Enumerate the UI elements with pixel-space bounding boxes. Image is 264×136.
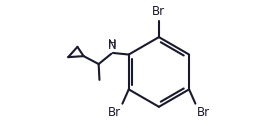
- Text: N: N: [108, 39, 116, 52]
- Text: Br: Br: [197, 106, 210, 119]
- Text: Br: Br: [108, 106, 121, 119]
- Text: H: H: [108, 39, 116, 49]
- Text: Br: Br: [152, 5, 166, 18]
